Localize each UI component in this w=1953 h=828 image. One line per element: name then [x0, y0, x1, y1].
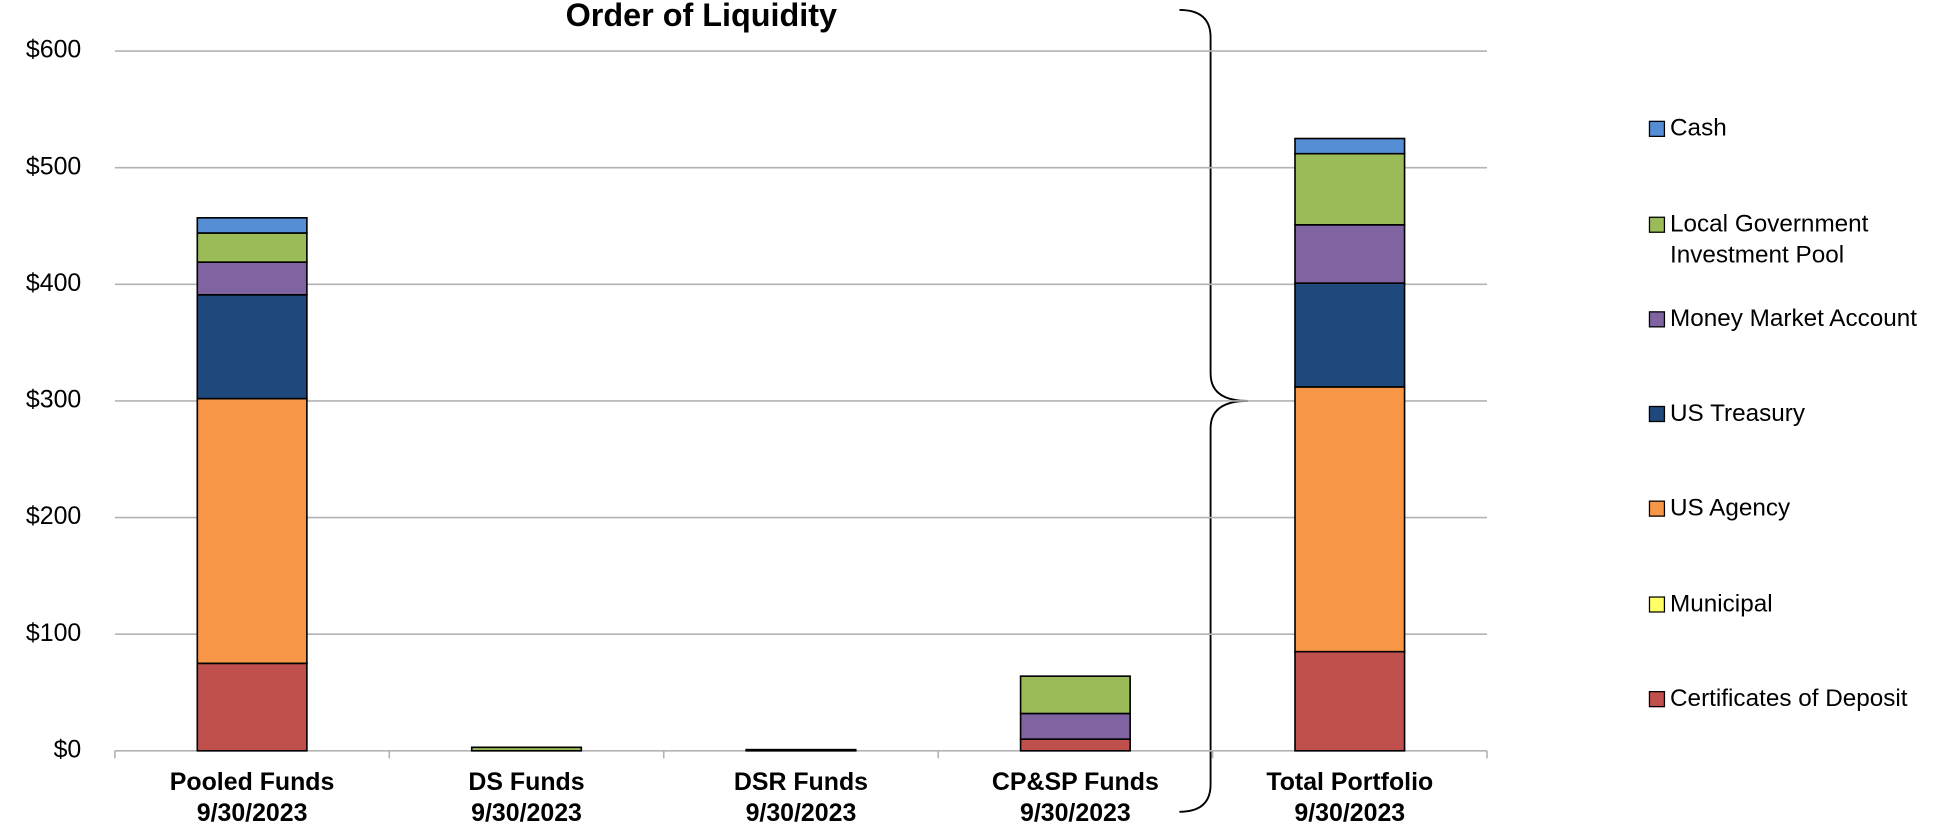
legend-swatch	[1648, 311, 1666, 328]
x-tick-label: 9/30/2023	[1294, 799, 1405, 827]
bar-segment	[1294, 224, 1406, 284]
legend: Cash Local Government Investment Pool Mone…	[1648, 113, 1935, 715]
legend-item: Municipal	[1648, 589, 1935, 620]
legend-swatch	[1648, 691, 1666, 708]
legend-item: Local Government Investment Pool	[1648, 209, 1935, 271]
bar-segment	[1019, 712, 1131, 740]
legend-swatch	[1648, 500, 1666, 517]
bar-segment	[1294, 282, 1406, 388]
x-tick-label: CP&SP Funds	[992, 768, 1159, 796]
y-tick-label: $600	[26, 36, 81, 64]
bar-segment	[196, 293, 308, 400]
bar-segment	[196, 397, 308, 665]
bar-segment	[470, 746, 583, 752]
x-tick-label: Total Portfolio	[1266, 768, 1433, 796]
legend-swatch	[1648, 216, 1666, 233]
legend-item: Money Market Account	[1648, 304, 1935, 335]
legend-swatch	[1648, 405, 1666, 423]
bar-segment	[1294, 650, 1406, 752]
bar-segment	[196, 232, 308, 263]
bar-segment	[196, 662, 308, 752]
x-tick-label: 9/30/2023	[1020, 799, 1131, 827]
x-tick-label: 9/30/2023	[197, 799, 308, 827]
y-tick-label: $300	[26, 386, 81, 414]
legend-label: US Agency	[1670, 494, 1791, 522]
bar-segment	[1294, 152, 1406, 226]
bar-segment	[1019, 675, 1131, 715]
y-tick-label: $200	[26, 502, 81, 530]
x-tick-label: DS Funds	[468, 768, 584, 796]
legend-label: Municipal	[1670, 590, 1773, 618]
y-tick-label: $0	[54, 735, 82, 763]
x-tick-label: DSR Funds	[734, 768, 868, 796]
bar-segment	[1019, 738, 1131, 752]
x-tick-label: 9/30/2023	[471, 799, 582, 827]
legend-label: Money Market Account	[1670, 305, 1917, 333]
legend-item: US Treasury	[1648, 398, 1935, 429]
bracket	[1179, 9, 1248, 813]
bar-segment	[196, 261, 308, 296]
legend-label: Local Government Investment Pool	[1670, 210, 1869, 269]
legend-swatch	[1648, 596, 1666, 613]
x-tick-label: Pooled Funds	[170, 768, 335, 796]
legend-label: Certificates of Deposit	[1670, 684, 1908, 713]
x-tick-label: 9/30/2023	[746, 799, 857, 827]
chart-title: Order of Liquidity	[566, 0, 837, 33]
y-tick-label: $400	[26, 269, 81, 297]
y-tick-label: $500	[26, 152, 81, 180]
legend-label: US Treasury	[1670, 399, 1805, 428]
legend-item: Cash	[1648, 113, 1935, 144]
legend-item: US Agency	[1648, 493, 1935, 524]
bar-segment	[196, 217, 308, 234]
legend-item: Certificates of Deposit	[1648, 684, 1935, 715]
bar-segment	[1294, 137, 1406, 155]
legend-label: Cash	[1670, 114, 1727, 142]
legend-swatch	[1648, 120, 1666, 137]
bar-segment	[1294, 386, 1406, 653]
y-tick-label: $100	[26, 619, 81, 647]
bar-segment	[745, 748, 857, 752]
